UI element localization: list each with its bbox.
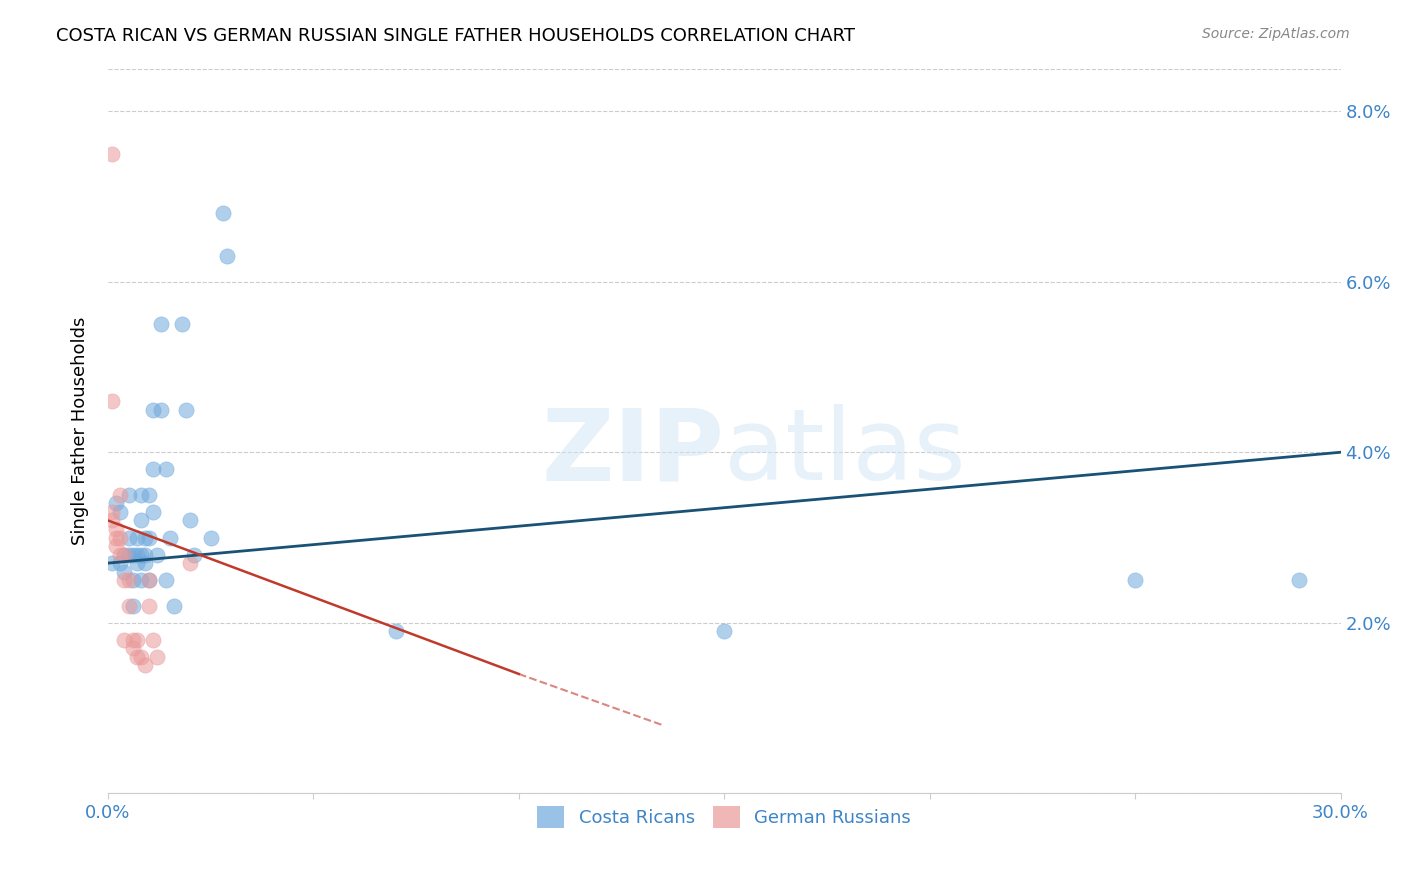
Point <box>155 573 177 587</box>
Point <box>117 488 139 502</box>
Point <box>212 206 235 220</box>
Point <box>150 402 173 417</box>
Point <box>134 548 156 562</box>
Point <box>217 249 239 263</box>
Point <box>117 573 139 587</box>
Point <box>129 649 152 664</box>
Point <box>142 462 165 476</box>
Point <box>179 556 201 570</box>
Point <box>117 548 139 562</box>
Point <box>713 624 735 639</box>
Point <box>142 505 165 519</box>
Point <box>121 573 143 587</box>
Point <box>121 632 143 647</box>
Point <box>384 624 406 639</box>
Point <box>125 632 148 647</box>
Point <box>129 488 152 502</box>
Point <box>101 394 124 409</box>
Point <box>112 548 135 562</box>
Point <box>121 599 143 613</box>
Point <box>117 599 139 613</box>
Point <box>101 146 124 161</box>
Text: ZIP: ZIP <box>541 404 724 501</box>
Point <box>121 548 143 562</box>
Point <box>110 531 132 545</box>
Point <box>112 632 135 647</box>
Point <box>129 548 152 562</box>
Point <box>146 649 169 664</box>
Point <box>110 556 132 570</box>
Point <box>174 402 197 417</box>
Point <box>159 531 181 545</box>
Point <box>129 513 152 527</box>
Point <box>170 318 193 332</box>
Point <box>125 548 148 562</box>
Point <box>179 513 201 527</box>
Point <box>142 632 165 647</box>
Point <box>134 531 156 545</box>
Point <box>101 505 124 519</box>
Point <box>138 599 160 613</box>
Point <box>101 513 124 527</box>
Point <box>163 599 186 613</box>
Point <box>125 556 148 570</box>
Point <box>112 548 135 562</box>
Point <box>138 488 160 502</box>
Point <box>105 531 128 545</box>
Point <box>183 548 205 562</box>
Point <box>138 573 160 587</box>
Text: atlas: atlas <box>724 404 966 501</box>
Point <box>142 402 165 417</box>
Point <box>1123 573 1146 587</box>
Point <box>134 556 156 570</box>
Legend: Costa Ricans, German Russians: Costa Ricans, German Russians <box>530 798 918 835</box>
Text: Source: ZipAtlas.com: Source: ZipAtlas.com <box>1202 27 1350 41</box>
Point <box>105 539 128 553</box>
Point <box>125 649 148 664</box>
Point <box>105 522 128 536</box>
Point <box>110 548 132 562</box>
Y-axis label: Single Father Households: Single Father Households <box>72 317 89 545</box>
Point <box>110 505 132 519</box>
Point <box>146 548 169 562</box>
Point <box>101 556 124 570</box>
Point <box>105 496 128 510</box>
Point <box>125 531 148 545</box>
Point <box>121 641 143 656</box>
Point <box>138 531 160 545</box>
Point <box>117 531 139 545</box>
Point <box>129 573 152 587</box>
Point <box>150 318 173 332</box>
Point <box>112 573 135 587</box>
Point <box>155 462 177 476</box>
Point <box>134 658 156 673</box>
Text: COSTA RICAN VS GERMAN RUSSIAN SINGLE FATHER HOUSEHOLDS CORRELATION CHART: COSTA RICAN VS GERMAN RUSSIAN SINGLE FAT… <box>56 27 855 45</box>
Point <box>1288 573 1310 587</box>
Point <box>200 531 222 545</box>
Point <box>138 573 160 587</box>
Point <box>110 488 132 502</box>
Point <box>112 565 135 579</box>
